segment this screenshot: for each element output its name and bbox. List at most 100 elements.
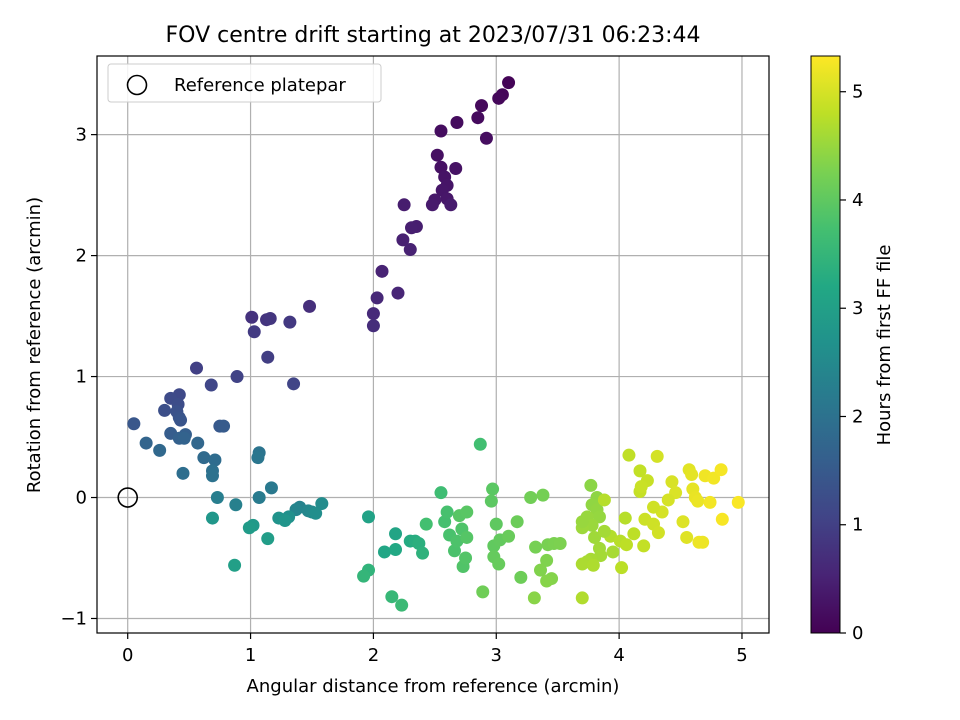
data-point [247,325,261,339]
data-point [647,500,661,514]
data-points [127,76,745,612]
data-point [553,536,567,550]
data-point [158,403,172,417]
colorbar-gradient [810,55,841,634]
data-point [430,148,444,162]
data-point [471,111,485,125]
data-point [397,198,411,212]
data-point [405,221,419,235]
data-point [449,161,463,175]
data-point [230,370,244,384]
data-point [486,482,500,496]
data-point [229,498,243,512]
data-point [127,417,141,431]
y-axis-label: Rotation from reference (arcmin) [24,197,45,493]
colorbar-ticks: 0 1 2 3 4 5 [840,82,863,644]
data-point [691,494,705,508]
data-point [514,570,528,584]
data-point [375,264,389,278]
data-point [592,510,606,524]
data-point [680,530,694,544]
data-point [475,99,489,113]
data-point [492,557,506,571]
data-point [685,468,699,482]
data-point [536,488,550,502]
data-point [362,510,376,524]
colorbar-label: Hours from first FF file [874,245,895,446]
x-tick-label: 1 [245,645,256,666]
data-point [385,590,399,604]
data-point [425,198,439,212]
data-point [217,419,231,433]
data-point [366,319,380,333]
data-point [597,524,611,538]
data-point [714,463,728,477]
data-point [191,436,205,450]
data-point [389,543,403,557]
data-point [533,563,547,577]
data-point [366,307,380,321]
data-point [473,437,487,451]
data-point [575,591,589,605]
reference-platepar-marker [117,487,139,508]
data-point [228,558,242,572]
data-point [588,530,602,544]
colorbar: 0 1 2 3 4 5 Hours from first FF file [810,55,895,644]
y-tick-label: 2 [76,246,87,267]
data-point [309,506,323,520]
data-point [450,116,464,130]
data-point [575,557,589,571]
data-point [245,310,259,324]
y-tick-label: 3 [76,125,87,146]
data-point [139,436,153,450]
data-point [287,377,301,391]
y-axis-ticks: −1 0 1 2 3 [60,125,97,629]
data-point [651,526,665,540]
data-point [586,558,600,572]
data-point [377,545,391,559]
data-point [459,551,473,565]
data-point [703,495,717,509]
y-tick-label: −1 [60,608,87,629]
colorbar-tick-label: 5 [852,82,863,103]
data-point [444,198,458,212]
data-point [403,243,417,257]
data-point [527,591,541,605]
legend-box [107,63,382,103]
data-point [263,311,277,325]
reference-marker [117,487,139,508]
data-point [715,512,729,526]
data-point [460,530,474,544]
data-point [479,131,493,145]
data-point [665,475,679,489]
colorbar-tick-label: 1 [852,515,863,536]
data-point [540,574,554,588]
data-point [210,491,224,505]
data-point [633,464,647,478]
x-axis-ticks: 0 1 2 3 4 5 [122,633,748,666]
colorbar-tick-label: 4 [852,190,863,211]
data-point [575,515,589,529]
data-point [264,481,278,495]
data-point [389,527,403,541]
legend: Reference platepar [107,63,382,103]
data-point [476,585,490,599]
data-point [242,521,256,535]
grid-lines [97,56,769,633]
x-tick-label: 4 [613,645,624,666]
data-point [731,495,745,509]
colorbar-tick-label: 0 [852,623,863,644]
data-point [594,549,608,563]
data-point [176,466,190,480]
legend-label-reference: Reference platepar [174,75,346,96]
data-point [434,486,448,500]
data-point [190,361,204,375]
data-point [707,471,721,485]
data-point [627,527,641,541]
data-point [177,431,191,445]
y-tick-label: 1 [76,367,87,388]
plot-frame [96,55,770,634]
data-point [251,451,265,465]
